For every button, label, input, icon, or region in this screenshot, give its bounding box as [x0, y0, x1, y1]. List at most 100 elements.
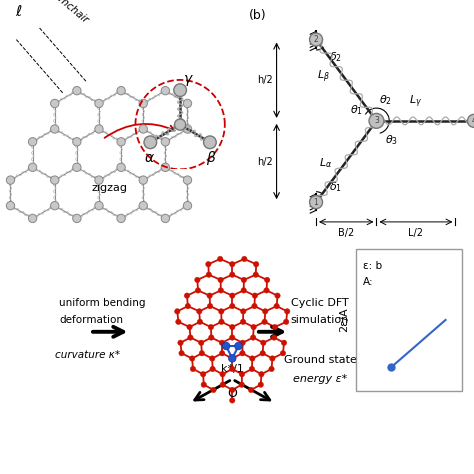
Circle shape — [254, 262, 259, 267]
Circle shape — [229, 387, 235, 392]
Circle shape — [51, 99, 59, 108]
Circle shape — [220, 372, 225, 377]
Text: 2: 2 — [314, 35, 319, 44]
Text: O: O — [228, 388, 237, 401]
Circle shape — [219, 309, 224, 314]
Circle shape — [28, 214, 37, 223]
Circle shape — [95, 99, 103, 108]
Circle shape — [183, 201, 191, 210]
Circle shape — [174, 119, 186, 130]
Circle shape — [220, 382, 226, 387]
Circle shape — [51, 125, 59, 133]
Circle shape — [161, 86, 170, 95]
Circle shape — [241, 277, 246, 283]
Circle shape — [272, 335, 277, 340]
Text: ε: b: ε: b — [363, 261, 382, 271]
Circle shape — [235, 342, 242, 350]
Circle shape — [263, 309, 268, 314]
Text: $L_{\beta}$: $L_{\beta}$ — [317, 69, 330, 85]
Circle shape — [211, 387, 216, 392]
Circle shape — [270, 356, 275, 361]
FancyBboxPatch shape — [356, 249, 462, 391]
Circle shape — [228, 355, 236, 362]
Circle shape — [199, 340, 204, 346]
Text: 2ε/A: 2ε/A — [338, 308, 349, 332]
Text: A:: A: — [363, 277, 373, 287]
Circle shape — [183, 125, 191, 133]
Circle shape — [195, 277, 200, 283]
Circle shape — [144, 136, 156, 149]
Circle shape — [51, 176, 59, 184]
Circle shape — [161, 163, 170, 172]
Circle shape — [174, 84, 186, 97]
Circle shape — [274, 303, 279, 309]
Circle shape — [283, 319, 289, 325]
Circle shape — [242, 256, 247, 262]
Circle shape — [239, 372, 245, 377]
Circle shape — [229, 324, 235, 330]
Circle shape — [195, 288, 201, 293]
Circle shape — [139, 201, 147, 210]
Text: α: α — [145, 151, 154, 165]
Circle shape — [95, 201, 103, 210]
Text: armchair: armchair — [49, 0, 91, 25]
Circle shape — [209, 335, 214, 340]
Text: B/2: B/2 — [338, 228, 355, 237]
Circle shape — [6, 201, 15, 210]
Circle shape — [240, 350, 245, 356]
Text: $\delta_1$: $\delta_1$ — [329, 181, 342, 194]
Circle shape — [310, 33, 323, 46]
Circle shape — [139, 99, 147, 108]
Circle shape — [229, 303, 235, 309]
Circle shape — [260, 350, 265, 356]
Circle shape — [203, 136, 216, 149]
Circle shape — [183, 176, 191, 184]
Circle shape — [190, 366, 196, 372]
Circle shape — [239, 382, 245, 387]
Circle shape — [229, 293, 235, 298]
Circle shape — [210, 356, 215, 361]
Text: 1: 1 — [314, 198, 319, 207]
Circle shape — [73, 163, 81, 172]
Circle shape — [229, 398, 235, 403]
Text: $\theta_2$: $\theta_2$ — [379, 93, 392, 107]
Circle shape — [197, 319, 203, 325]
Circle shape — [51, 201, 59, 210]
Circle shape — [218, 256, 223, 262]
Circle shape — [241, 288, 246, 293]
Circle shape — [253, 272, 258, 277]
Text: uniform bending: uniform bending — [59, 298, 146, 309]
Circle shape — [222, 342, 230, 350]
Circle shape — [284, 309, 290, 314]
Circle shape — [139, 176, 147, 184]
Circle shape — [252, 303, 257, 309]
Text: $L_{\gamma}$: $L_{\gamma}$ — [410, 94, 422, 110]
Text: curvature κ*: curvature κ* — [55, 350, 119, 361]
Circle shape — [206, 272, 211, 277]
Circle shape — [251, 324, 256, 330]
Circle shape — [210, 366, 215, 372]
Circle shape — [176, 319, 181, 325]
Text: $L_{\alpha}$: $L_{\alpha}$ — [319, 156, 332, 170]
Circle shape — [207, 293, 212, 298]
Circle shape — [207, 303, 213, 309]
Text: $\theta_3$: $\theta_3$ — [384, 133, 398, 147]
Circle shape — [201, 382, 207, 387]
Circle shape — [117, 163, 125, 172]
Circle shape — [28, 137, 37, 146]
Circle shape — [73, 137, 81, 146]
Circle shape — [161, 214, 170, 223]
Text: h/2: h/2 — [257, 75, 273, 85]
Text: energy ε*: energy ε* — [293, 374, 347, 384]
Circle shape — [252, 293, 257, 298]
Circle shape — [229, 356, 235, 361]
Text: k*/1: k*/1 — [221, 365, 244, 374]
Circle shape — [272, 324, 278, 330]
Circle shape — [161, 137, 170, 146]
Circle shape — [218, 277, 223, 283]
Text: 4: 4 — [472, 117, 474, 125]
Circle shape — [248, 387, 254, 392]
Circle shape — [467, 114, 474, 128]
Circle shape — [95, 176, 103, 184]
Text: h/2: h/2 — [257, 156, 273, 166]
